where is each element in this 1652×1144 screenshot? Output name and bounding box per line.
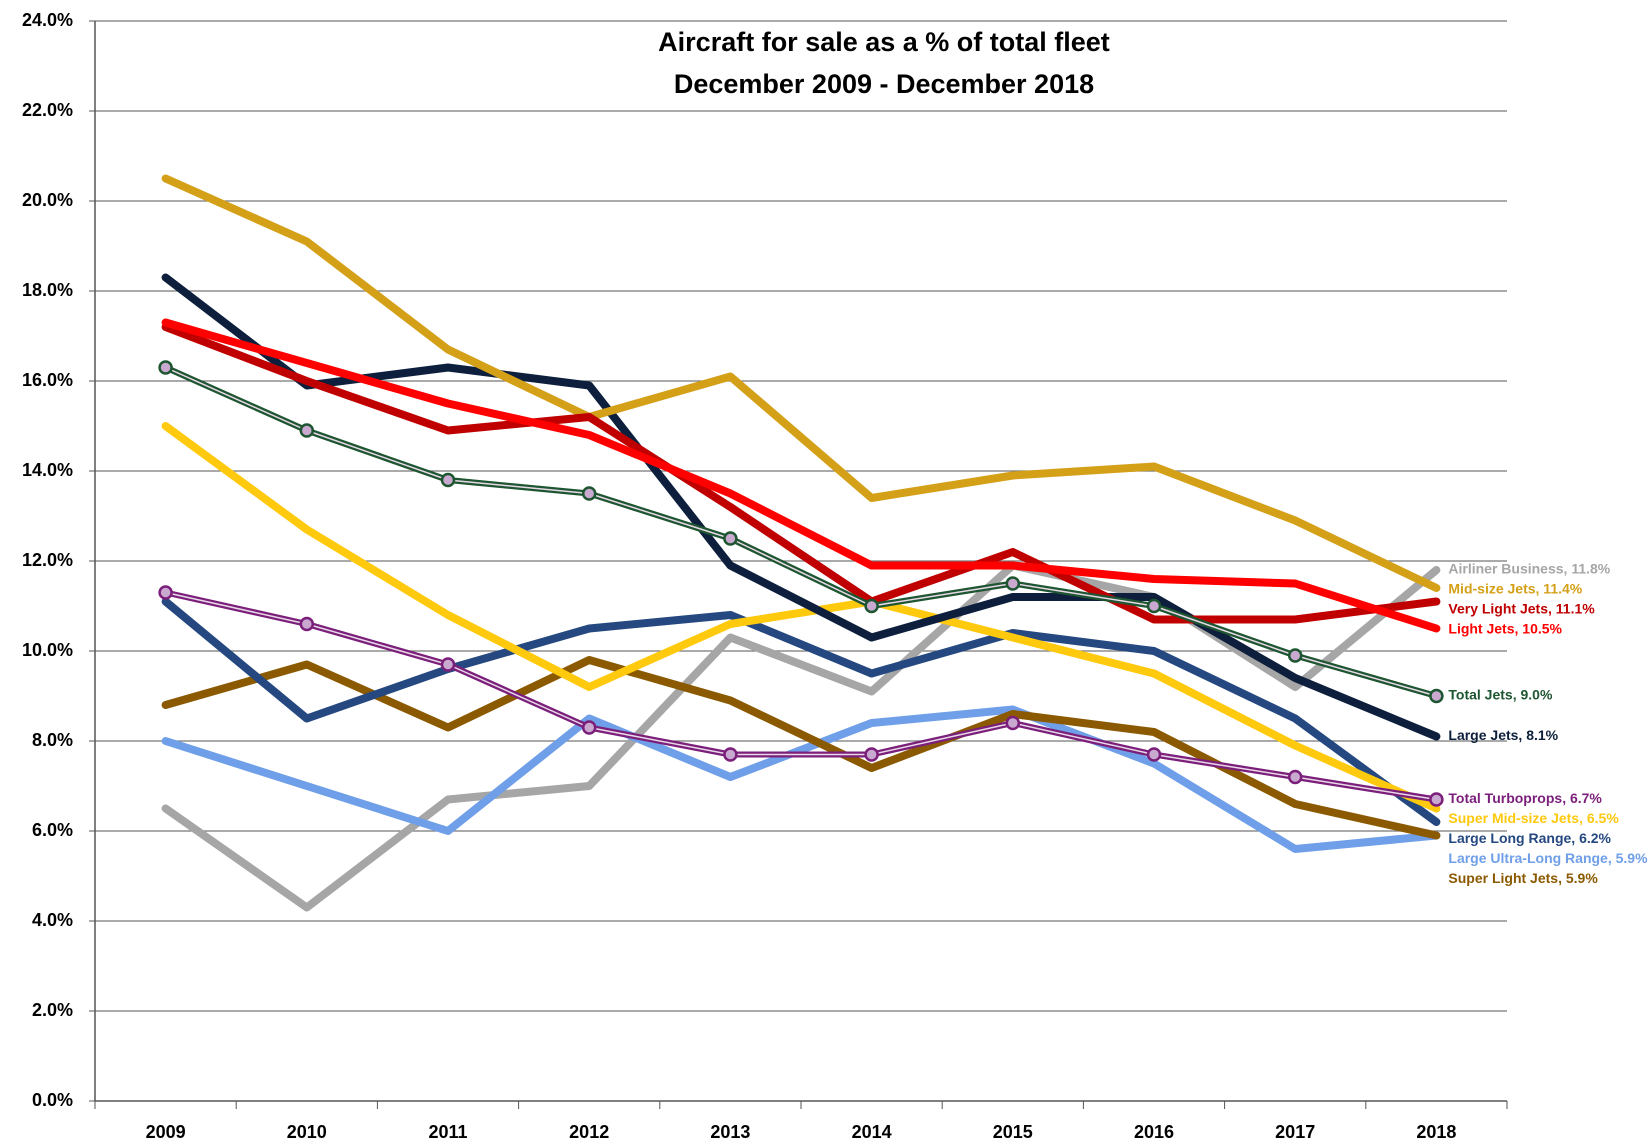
x-tick-label: 2013 [710, 1122, 750, 1142]
y-tick-label: 2.0% [32, 1000, 73, 1020]
point [1146, 598, 1162, 614]
x-tick-label: 2016 [1134, 1122, 1174, 1142]
y-tick-label: 6.0% [32, 820, 73, 840]
series-line [161, 422, 1441, 813]
point [1005, 576, 1021, 591]
point [1429, 792, 1444, 807]
y-tick-label: 12.0% [22, 550, 73, 570]
y-tick-label: 0.0% [32, 1090, 73, 1110]
series-line [161, 597, 1441, 826]
y-tick-label: 22.0% [22, 100, 73, 120]
point [723, 531, 738, 546]
y-tick-label: 14.0% [22, 460, 73, 480]
y-tick-label: 10.0% [22, 640, 73, 660]
point [440, 472, 456, 488]
point [1146, 747, 1162, 762]
point [1287, 769, 1303, 785]
end-label: Super Light Jets, 5.9% [1448, 870, 1598, 886]
chart-subtitle: December 2009 - December 2018 [674, 69, 1094, 99]
end-label: Total Jets, 9.0% [1448, 687, 1553, 703]
end-label: Large Long Range, 6.2% [1448, 830, 1611, 846]
x-tick-label: 2011 [428, 1122, 467, 1142]
series-line [161, 174, 1441, 592]
point [864, 747, 879, 762]
series-line [161, 273, 1441, 741]
point [1005, 715, 1021, 731]
x-tick-label: 2018 [1416, 1122, 1456, 1142]
series-line [161, 705, 1441, 853]
end-label: Very Light Jets, 11.1% [1448, 601, 1595, 617]
end-label: Total Turboprops, 6.7% [1448, 790, 1602, 806]
y-tick-label: 24.0% [22, 10, 73, 30]
point [723, 747, 738, 762]
point [299, 423, 315, 438]
series-line [161, 318, 1441, 633]
end-label: Large Ultra-Long Range, 5.9% [1448, 850, 1648, 866]
point [864, 598, 879, 614]
point [581, 486, 597, 501]
point [440, 657, 456, 672]
point [1429, 688, 1444, 704]
point [581, 720, 597, 735]
series-line-inner [165, 366, 1437, 697]
end-label: Mid-size Jets, 11.4% [1448, 581, 1582, 597]
series-line [161, 323, 1441, 624]
chart-title: Aircraft for sale as a % of total fleet [658, 27, 1110, 57]
x-tick-label: 2015 [993, 1122, 1033, 1142]
x-tick-label: 2017 [1275, 1122, 1315, 1142]
x-tick-label: 2009 [146, 1122, 186, 1142]
y-tick-label: 18.0% [22, 280, 73, 300]
point [299, 616, 315, 632]
y-tick-label: 8.0% [32, 730, 73, 750]
x-tick-label: 2012 [569, 1122, 609, 1142]
end-label: Light Jets, 10.5% [1448, 621, 1562, 637]
end-label: Large Jets, 8.1% [1448, 727, 1558, 743]
series-line-inner [165, 591, 1437, 801]
point [158, 585, 173, 600]
x-tick-label: 2014 [852, 1122, 892, 1142]
point [1287, 648, 1303, 663]
y-tick-label: 4.0% [32, 910, 73, 930]
x-tick-label: 2010 [287, 1122, 327, 1142]
y-tick-label: 20.0% [22, 190, 73, 210]
y-tick-label: 16.0% [22, 370, 73, 390]
end-label: Super Mid-size Jets, 6.5% [1448, 810, 1619, 826]
end-label: Airliner Business, 11.8% [1448, 561, 1610, 577]
point [158, 360, 173, 375]
